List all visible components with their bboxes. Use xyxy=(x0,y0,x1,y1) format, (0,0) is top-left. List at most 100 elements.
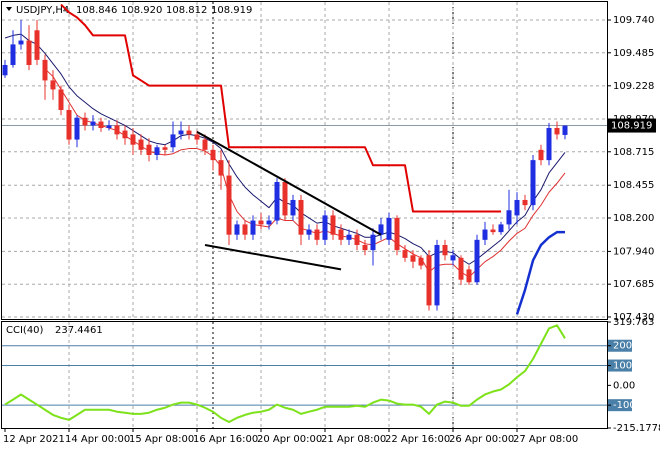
candle-body xyxy=(498,224,504,233)
candle-body xyxy=(74,117,80,140)
candle-body xyxy=(138,139,144,150)
candle-body xyxy=(18,40,24,45)
x-tick-label: 22 Apr 16:00 xyxy=(385,434,450,445)
symbol: USDJPY,H4 xyxy=(16,5,69,16)
candle-body xyxy=(450,255,456,261)
y-tick-label: 107.685 xyxy=(613,279,654,290)
y-tick-label: 109.740 xyxy=(613,15,654,26)
candle-body xyxy=(514,199,520,216)
y-tick-label: 108.455 xyxy=(613,180,654,191)
indicator-line xyxy=(60,3,501,213)
candle-body xyxy=(482,229,488,240)
candle-body xyxy=(378,224,384,235)
candle-body xyxy=(538,149,544,161)
candle-body xyxy=(258,220,264,225)
x-tick-label: 21 Apr 08:00 xyxy=(321,434,386,445)
candle-body xyxy=(298,199,304,235)
y-tick-label: 0.00 xyxy=(613,380,635,391)
x-tick-label: 15 Apr 08:00 xyxy=(129,434,194,445)
candle-body xyxy=(26,40,32,65)
candle-body xyxy=(546,127,552,161)
candle-body xyxy=(458,257,464,280)
candle-body xyxy=(418,257,424,266)
candle-body xyxy=(210,149,216,161)
candle-body xyxy=(402,250,408,258)
candle-body xyxy=(266,220,272,225)
cci-line xyxy=(4,324,566,424)
candle-body xyxy=(434,244,440,306)
candle-body xyxy=(282,181,288,216)
candle-body xyxy=(2,64,8,76)
x-tick-label: 27 Apr 08:00 xyxy=(513,434,578,445)
candle-body xyxy=(58,89,64,110)
candle-body xyxy=(50,80,56,90)
trendline xyxy=(196,130,382,236)
candle-body xyxy=(242,224,248,235)
header-value: 108.846 xyxy=(76,5,117,16)
candle-body xyxy=(194,134,200,140)
candle-body xyxy=(122,130,128,139)
x-tick-label: 14 Apr 00:00 xyxy=(65,434,130,445)
candle-body xyxy=(466,269,472,283)
candle-body xyxy=(410,255,416,262)
y-tick-label: 107.430 xyxy=(613,312,654,323)
candle-body xyxy=(346,234,352,240)
candle-body xyxy=(474,239,480,283)
y-tick-label: 107.940 xyxy=(613,246,654,257)
candle-body xyxy=(178,130,184,135)
candle-body xyxy=(362,244,368,251)
y-tick-label: 100 xyxy=(613,361,632,372)
candle-body xyxy=(162,147,168,150)
candle-body xyxy=(154,147,160,155)
trendline xyxy=(204,243,342,271)
candle-body xyxy=(34,30,40,60)
main-frame xyxy=(1,1,608,320)
x-tick-label: 16 Apr 16:00 xyxy=(193,434,258,445)
cci-frame xyxy=(1,321,608,429)
x-tick-label: 20 Apr 00:00 xyxy=(257,434,322,445)
candle-body xyxy=(314,229,320,240)
y-tick-label: 200 xyxy=(613,341,632,352)
menu-arrow xyxy=(6,7,12,11)
candle-body xyxy=(202,139,208,150)
candle-body xyxy=(186,130,192,135)
candle-body xyxy=(146,144,152,155)
candle-body xyxy=(386,217,392,240)
cci-value: 237.4461 xyxy=(55,325,103,336)
candle-body xyxy=(306,229,312,235)
candle-body xyxy=(394,217,400,251)
candle-body xyxy=(354,234,360,245)
indicator-line xyxy=(515,230,565,315)
candle-body xyxy=(82,117,88,126)
header-value: 108.919 xyxy=(211,5,252,16)
y-tick-label: -215.1778 xyxy=(613,423,660,434)
x-tick-label: 26 Apr 00:00 xyxy=(449,434,514,445)
price-box xyxy=(608,118,656,133)
candle-body xyxy=(338,229,344,240)
candle-body xyxy=(290,199,296,216)
y-tick-label: 108.715 xyxy=(613,147,654,158)
y-tick-label: -100 xyxy=(613,400,636,411)
candle-body xyxy=(10,44,16,65)
y-tick-label: 109.228 xyxy=(613,81,654,92)
candle-body xyxy=(98,121,104,128)
cci-name: CCI(40) xyxy=(6,325,44,336)
candle-body xyxy=(106,125,112,128)
candle-body xyxy=(226,175,232,235)
header-value: 108.920 xyxy=(121,5,162,16)
candle-body xyxy=(562,125,568,135)
candle-body xyxy=(370,234,376,251)
candle-body xyxy=(330,215,336,235)
y-tick-label: 319.763 xyxy=(613,317,654,328)
header-value: 108.812 xyxy=(166,5,207,16)
candle-body xyxy=(322,215,328,240)
candle-body xyxy=(442,244,448,256)
x-tick-label: 12 Apr 2021 xyxy=(3,434,65,445)
candle-body xyxy=(66,109,72,140)
y-tick-label: 108.200 xyxy=(613,213,654,224)
candle-body xyxy=(522,199,528,206)
candle-body xyxy=(90,121,96,126)
price-label: 108.919 xyxy=(611,121,652,132)
candle-body xyxy=(554,127,560,135)
